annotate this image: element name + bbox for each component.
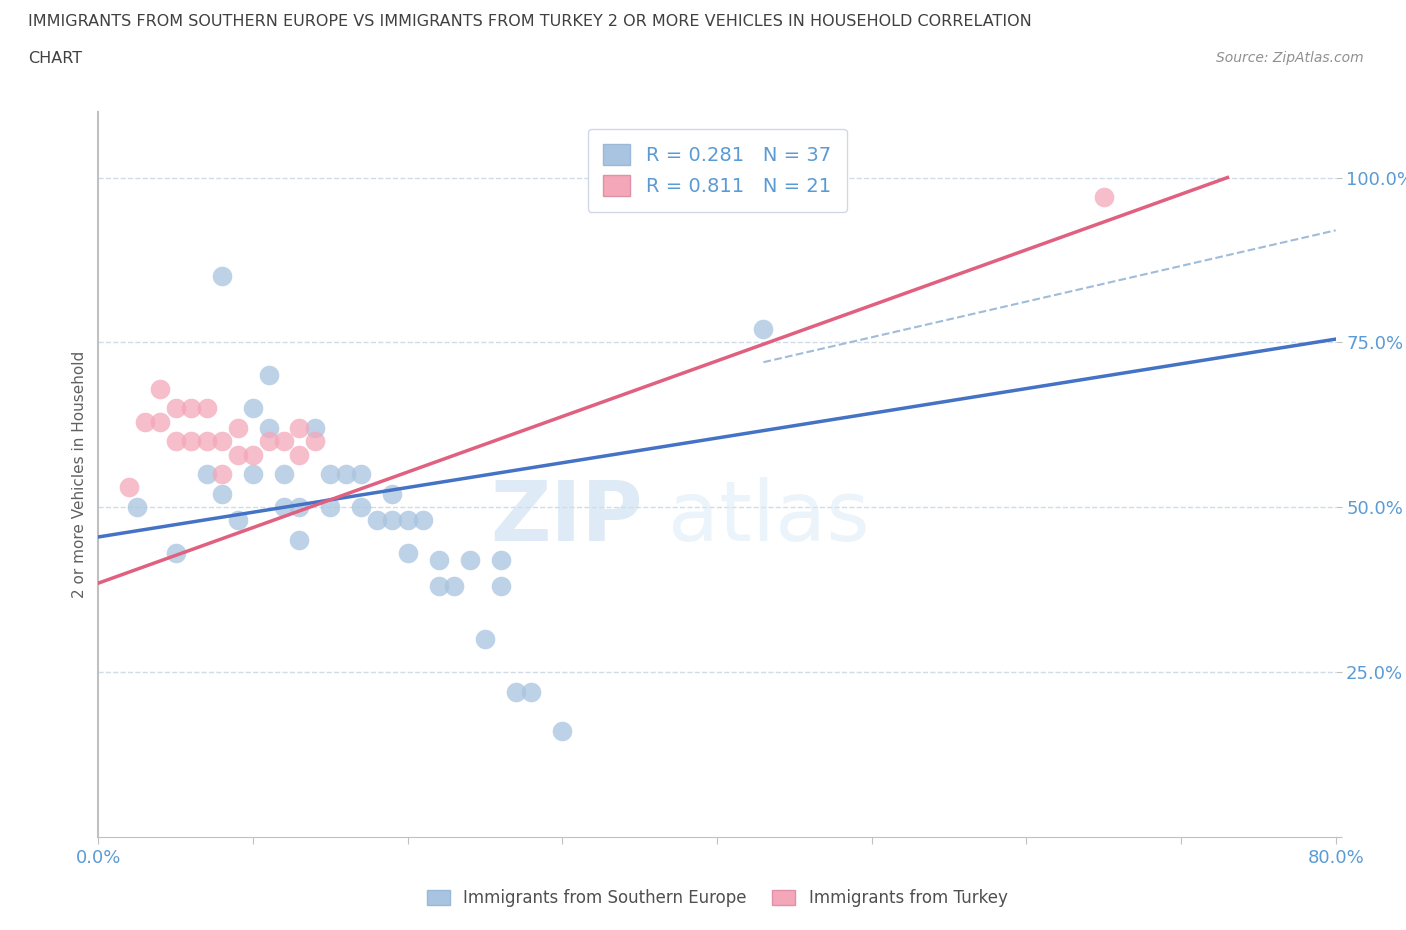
Point bbox=[505, 684, 527, 699]
Point bbox=[118, 480, 141, 495]
Point bbox=[165, 401, 187, 416]
Point bbox=[396, 546, 419, 561]
Point bbox=[304, 434, 326, 449]
Point bbox=[242, 467, 264, 482]
Point bbox=[752, 322, 775, 337]
Point bbox=[319, 499, 342, 514]
Point bbox=[288, 533, 311, 548]
Point bbox=[180, 434, 202, 449]
Point bbox=[257, 434, 280, 449]
Point bbox=[474, 631, 496, 646]
Point bbox=[134, 414, 156, 429]
Point bbox=[427, 579, 450, 594]
Point bbox=[288, 499, 311, 514]
Text: IMMIGRANTS FROM SOUTHERN EUROPE VS IMMIGRANTS FROM TURKEY 2 OR MORE VEHICLES IN : IMMIGRANTS FROM SOUTHERN EUROPE VS IMMIG… bbox=[28, 14, 1032, 29]
Point bbox=[335, 467, 357, 482]
Point bbox=[288, 447, 311, 462]
Point bbox=[242, 447, 264, 462]
Point bbox=[242, 401, 264, 416]
Point bbox=[165, 546, 187, 561]
Point bbox=[489, 579, 512, 594]
Point bbox=[226, 420, 249, 435]
Point bbox=[180, 401, 202, 416]
Point bbox=[520, 684, 543, 699]
Point bbox=[1092, 190, 1115, 205]
Point bbox=[458, 552, 481, 567]
Point bbox=[273, 467, 295, 482]
Point bbox=[427, 552, 450, 567]
Point bbox=[211, 486, 233, 501]
Point bbox=[257, 368, 280, 383]
Point bbox=[551, 724, 574, 739]
Text: ZIP: ZIP bbox=[491, 477, 643, 558]
Point bbox=[381, 486, 404, 501]
Point bbox=[443, 579, 465, 594]
Point bbox=[127, 499, 149, 514]
Point bbox=[319, 467, 342, 482]
Point bbox=[211, 467, 233, 482]
Point bbox=[350, 499, 373, 514]
Point bbox=[489, 552, 512, 567]
Y-axis label: 2 or more Vehicles in Household: 2 or more Vehicles in Household bbox=[72, 351, 87, 598]
Legend: R = 0.281   N = 37, R = 0.811   N = 21: R = 0.281 N = 37, R = 0.811 N = 21 bbox=[588, 128, 846, 212]
Point bbox=[381, 513, 404, 528]
Point bbox=[350, 467, 373, 482]
Text: CHART: CHART bbox=[28, 51, 82, 66]
Point bbox=[195, 467, 218, 482]
Point bbox=[412, 513, 434, 528]
Point bbox=[304, 420, 326, 435]
Text: atlas: atlas bbox=[668, 477, 869, 558]
Point bbox=[273, 434, 295, 449]
Point bbox=[257, 420, 280, 435]
Point bbox=[195, 401, 218, 416]
Point bbox=[288, 420, 311, 435]
Point bbox=[149, 414, 172, 429]
Point bbox=[226, 513, 249, 528]
Point bbox=[396, 513, 419, 528]
Point bbox=[195, 434, 218, 449]
Point bbox=[366, 513, 388, 528]
Point bbox=[165, 434, 187, 449]
Point bbox=[149, 381, 172, 396]
Text: Source: ZipAtlas.com: Source: ZipAtlas.com bbox=[1216, 51, 1364, 65]
Point bbox=[273, 499, 295, 514]
Point bbox=[226, 447, 249, 462]
Point bbox=[211, 434, 233, 449]
Point bbox=[211, 269, 233, 284]
